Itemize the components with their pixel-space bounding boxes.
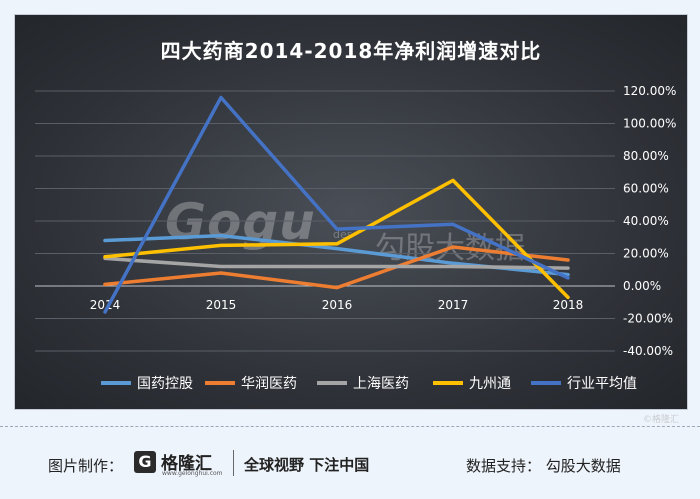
- legend-label: 上海医药: [353, 376, 409, 392]
- y-tick-label: -40.00%: [623, 344, 673, 358]
- y-tick-label: 0.00%: [623, 279, 661, 293]
- watermark-brand: Gogu: [165, 193, 316, 251]
- data-support: 数据支持： 勾股大数据: [466, 457, 621, 475]
- x-tick-label: 2015: [206, 298, 237, 312]
- legend-label: 行业平均值: [567, 376, 637, 392]
- x-tick-label: 2018: [553, 298, 584, 312]
- plot-area: 120.00% 100.00% 80.00% 60.00% 40.00% 20.00% 0.…: [35, 84, 676, 392]
- credit-label: 图片制作：: [48, 457, 124, 475]
- series-line: [103, 178, 570, 300]
- y-tick-label: 80.00%: [623, 149, 669, 163]
- footer-separator: [233, 450, 234, 476]
- legend-label: 九州通: [469, 376, 511, 392]
- y-tick-label: -20.00%: [623, 312, 673, 326]
- logo-url: www.gelonghui.com: [162, 470, 223, 477]
- y-tick-label: 100.00%: [623, 117, 676, 131]
- legend-label: 华润医药: [241, 376, 297, 392]
- slogan: 全球视野 下注中国: [244, 456, 370, 474]
- chart-panel: Gogu des 勾股大数据 四大药商2014-2018年净利润增速对比 120…: [14, 14, 688, 425]
- series-line: [103, 95, 570, 314]
- y-tick-label: 120.00%: [623, 84, 676, 98]
- footer: 图片制作： G 格隆汇 www.gelonghui.com 全球视野 下注中国 …: [0, 440, 700, 490]
- logo-icon: G: [134, 451, 156, 473]
- x-tick-label: 2017: [438, 298, 469, 312]
- y-tick-label: 40.00%: [623, 214, 669, 228]
- logo-name: 格隆汇: [161, 454, 212, 474]
- y-tick-label: 60.00%: [623, 182, 669, 196]
- divider: [0, 426, 700, 427]
- series-line: [103, 245, 570, 290]
- series-line: [103, 256, 570, 270]
- x-tick-label: 2016: [322, 298, 353, 312]
- legend-label: 国药控股: [137, 376, 193, 392]
- copyright: ©格隆汇: [642, 415, 679, 425]
- y-tick-label: 20.00%: [623, 247, 669, 261]
- chart-title: 四大药商2014-2018年净利润增速对比: [160, 39, 542, 63]
